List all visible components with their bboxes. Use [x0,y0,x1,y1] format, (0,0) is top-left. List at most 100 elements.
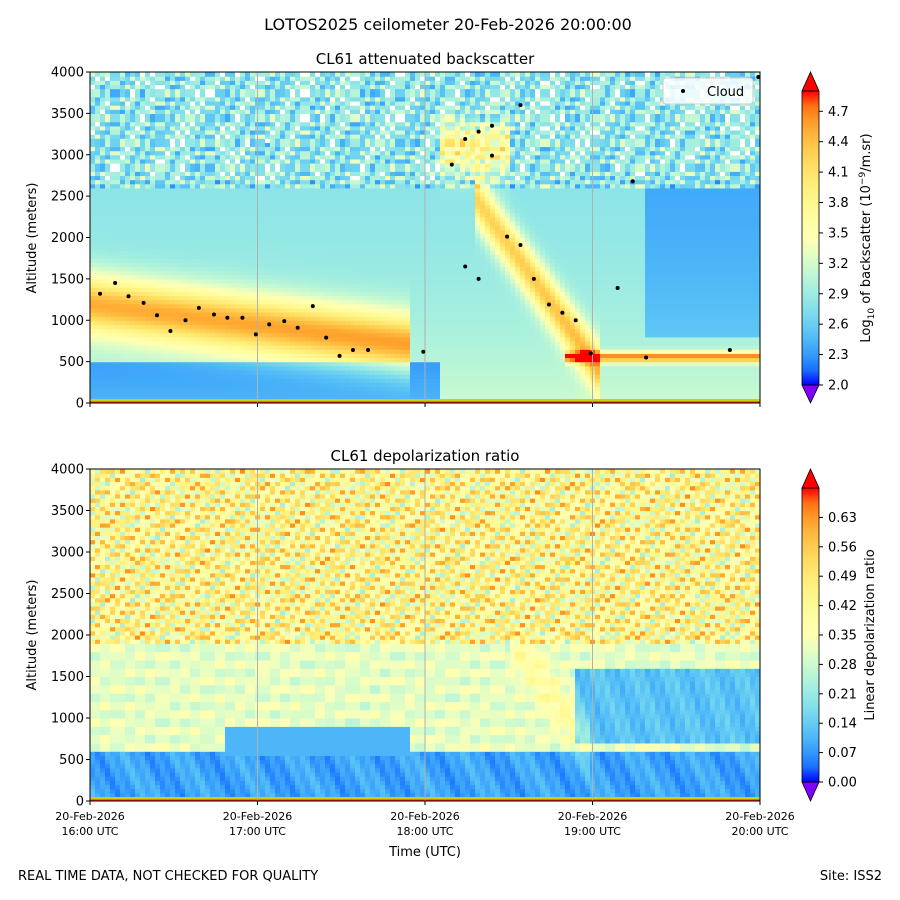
colorbar-tick-label: 2.9 [828,287,849,302]
x-tick-time: 18:00 UTC [396,825,453,838]
cloud-point [476,129,481,134]
y-tick-label: 4000 [51,463,84,478]
figure-title: LOTOS2025 ceilometer 20-Feb-2026 20:00:0… [264,15,632,34]
cloud-point [644,355,649,360]
cloud-point [615,285,620,290]
backscatter-y-ticks: 0 500 1000 1500 2000 2500 3000 3500 4000 [51,66,90,412]
cloud-point [295,325,300,330]
colorbar-tick-label: 0.00 [828,776,857,791]
cloud-point [183,318,188,323]
cloud-point [126,294,131,299]
cloud-point [518,242,523,247]
depolarization-colorbar-gradient [802,488,819,782]
cloud-point [113,281,118,286]
depolarization-colorbar-min-arrow [801,781,820,802]
legend-cloud-label: Cloud [707,85,744,100]
cloud-point [463,137,468,142]
colorbar-tick-label: 3.2 [828,257,849,272]
x-tick-time: 20:00 UTC [731,825,788,838]
x-tick-time: 19:00 UTC [564,825,621,838]
y-tick-label: 3000 [51,546,84,561]
x-tick-date: 20-Feb-2026 [390,810,459,823]
depolarization-ylabel: Altitude (meters) [25,580,40,691]
cloud-point [282,319,287,324]
colorbar-tick-label: 0.49 [828,570,857,585]
cloud-point [168,329,173,334]
x-tick-date: 20-Feb-2026 [223,810,292,823]
colorbar-tick-label: 3.5 [828,226,849,241]
colorbar-tick-label: 4.4 [828,135,849,150]
y-tick-label: 0 [76,795,84,810]
colorbar-tick-label: 3.8 [828,196,849,211]
cloud-point [449,162,454,167]
cloud-point [337,353,342,358]
backscatter-colorbar-label: Log10 of backscatter (10−9/m.sr) [858,133,877,342]
y-tick-label: 2000 [51,629,84,644]
cloud-point [727,348,732,353]
colorbar-tick-label: 2.0 [828,379,849,394]
cloud-point [463,264,468,269]
colorbar-tick-label: 4.1 [828,166,849,181]
cloud-markers [98,74,760,360]
footer-disclaimer: REAL TIME DATA, NOT CHECKED FOR QUALITY [18,869,318,884]
backscatter-colorbar-ticks: 2.0 2.3 2.6 2.9 3.2 3.5 3.8 4.1 4.4 4.7 [819,105,849,394]
cloud-point [756,74,760,79]
depolarization-title: CL61 depolarization ratio [331,447,520,465]
cloud-point [476,276,481,281]
depolarization-colorbar-ticks: 0.00 0.07 0.14 0.21 0.28 0.35 0.42 0.49 0.56 0.63 [819,511,857,791]
cloud-point [240,315,245,320]
cloud-point [518,103,523,108]
colorbar-tick-label: 0.21 [828,687,857,702]
cloud-point [546,302,551,307]
cloud-point [630,179,635,184]
colorbar-tick-label: 2.6 [828,318,849,333]
cloud-point [324,335,329,340]
panel-backscatter: CL61 attenuated backscatter 0 500 1000 1500… [25,50,877,412]
y-tick-label: 2500 [51,587,84,602]
cloud-point [490,153,494,158]
cloud-point [588,351,593,356]
backscatter-x-ticks [89,403,761,407]
y-tick-label: 4000 [51,66,84,81]
depolarization-colorbar-max-arrow [801,468,820,489]
colorbar-tick-label: 0.63 [828,511,857,526]
colorbar-tick-label: 4.7 [828,105,849,120]
cloud-point [211,312,216,317]
cloud-point [366,348,371,353]
colorbar-tick-label: 0.28 [828,658,857,673]
panel-depolarization: CL61 depolarization ratio 0 500 1000 1500 20… [25,447,878,860]
depolarization-colorbar: 0.00 0.07 0.14 0.21 0.28 0.35 0.42 0.49 0.56 0.63… [801,468,878,802]
depolarization-y-ticks: 0 500 1000 1500 2000 2500 3000 3500 4000 [51,463,90,810]
y-tick-label: 0 [76,397,84,412]
x-tick-date: 20-Feb-2026 [558,810,627,823]
cloud-point [225,315,230,320]
y-tick-label: 3000 [51,148,84,163]
cloud-point [155,313,159,318]
legend-box [662,77,754,105]
cloud-point [98,291,103,296]
legend-cloud-marker [681,89,685,93]
colorbar-tick-label: 0.35 [828,629,857,644]
depolarization-colorbar-label: Linear depolarization ratio [863,549,878,720]
cloud-point [531,276,536,281]
cloud-point [310,304,315,309]
x-tick-time: 16:00 UTC [61,825,118,838]
backscatter-colorbar-max-arrow [801,71,820,92]
colorbar-tick-label: 0.56 [828,540,857,555]
y-tick-label: 500 [59,355,84,370]
x-tick-time: 17:00 UTC [229,825,286,838]
cloud-point [505,234,510,239]
y-tick-label: 1000 [51,314,84,329]
cloud-point [350,348,355,353]
backscatter-colorbar-min-arrow [801,384,820,404]
depolarization-gridlines [257,469,593,801]
x-tick-date: 20-Feb-2026 [55,810,124,823]
y-tick-label: 1000 [51,712,84,727]
cloud-point [573,318,578,323]
x-tick-date: 20-Feb-2026 [725,810,794,823]
depolarization-x-ticks: 20-Feb-2026 16:00 UTC 20-Feb-2026 17:00 UTC… [55,801,795,838]
cloud-point [253,332,258,337]
backscatter-colorbar-frame [801,90,820,386]
y-tick-label: 500 [59,753,84,768]
